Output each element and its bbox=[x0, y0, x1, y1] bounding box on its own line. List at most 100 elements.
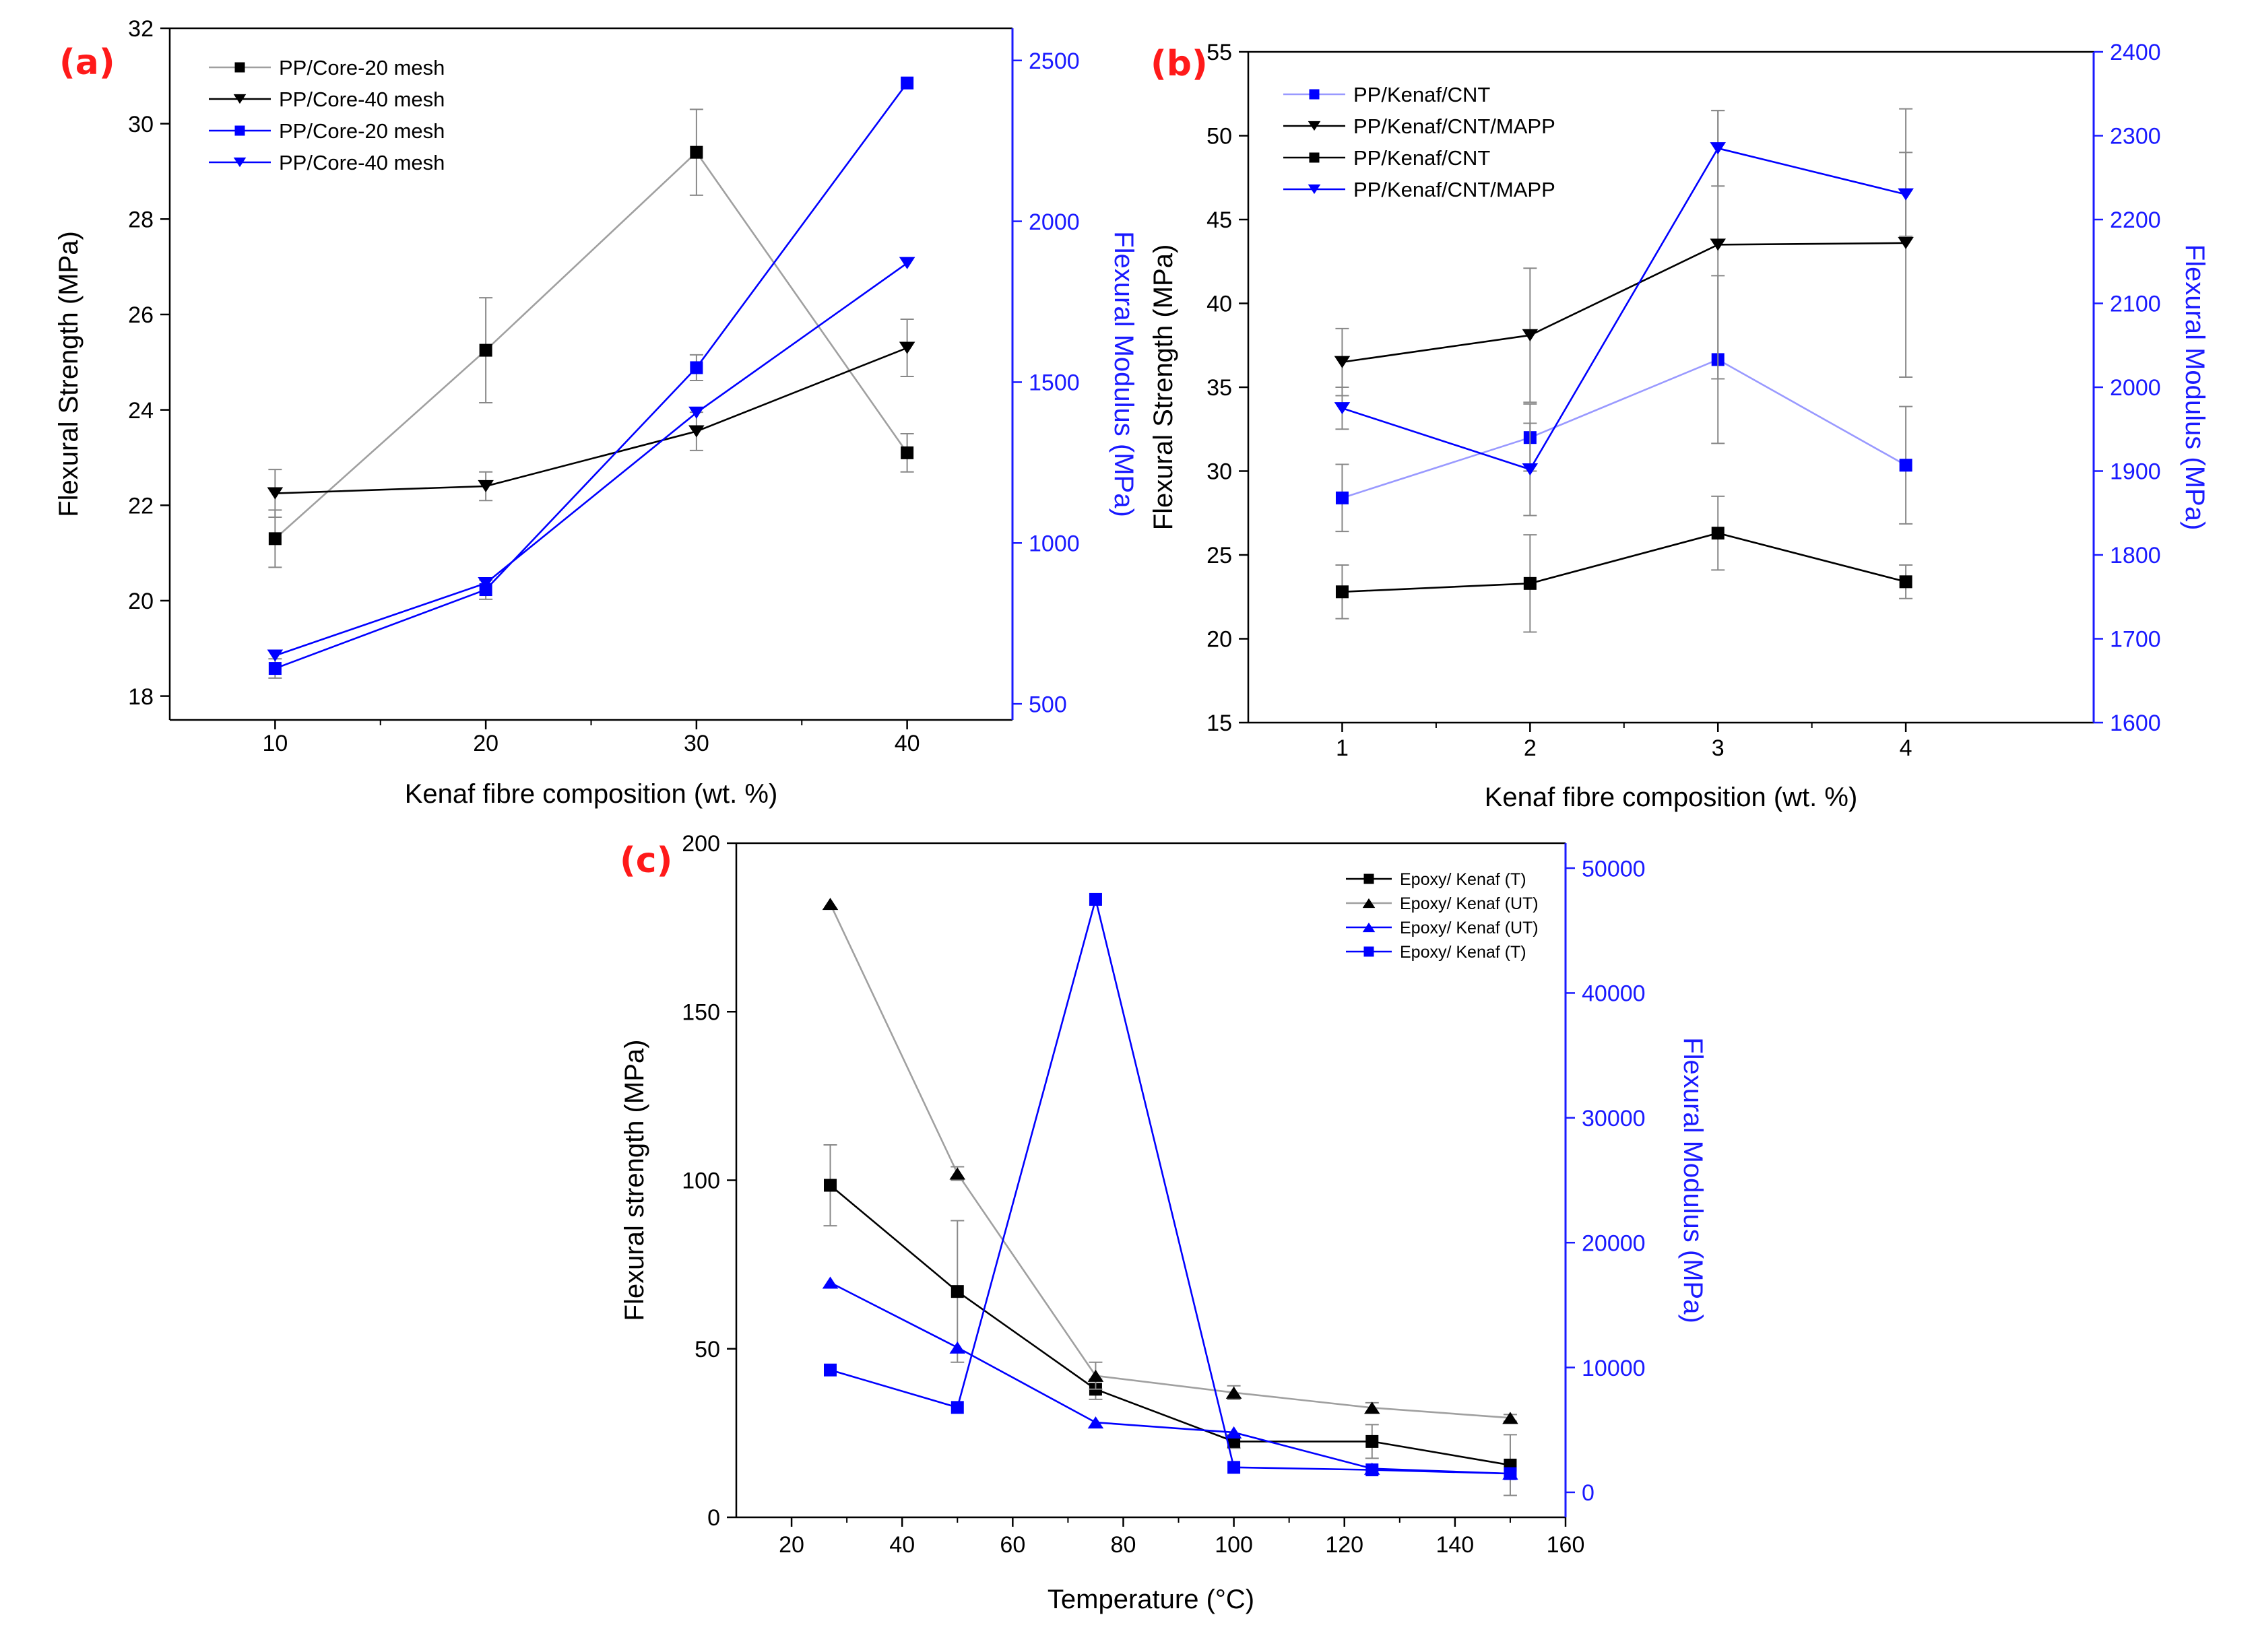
right-y-tick-label: 10000 bbox=[1582, 1356, 1646, 1381]
data-point bbox=[1087, 1416, 1104, 1429]
legend-marker bbox=[1309, 152, 1320, 163]
right-y-tick-label: 0 bbox=[1582, 1480, 1595, 1506]
x-axis-title: Kenaf fibre composition (wt. %) bbox=[405, 779, 778, 809]
data-point bbox=[899, 341, 915, 354]
series-2 bbox=[822, 898, 1518, 1424]
data-point bbox=[951, 1285, 964, 1298]
x-tick-label: 20 bbox=[779, 1532, 804, 1558]
data-point bbox=[688, 406, 705, 419]
data-point bbox=[949, 1341, 966, 1354]
legend-label: Epoxy/ Kenaf (UT) bbox=[1400, 919, 1539, 937]
left-y-tick-label: 28 bbox=[128, 207, 154, 233]
legend-label: Epoxy/ Kenaf (UT) bbox=[1400, 894, 1539, 913]
x-axis-title: Kenaf fibre composition (wt. %) bbox=[1485, 783, 1858, 812]
right-y-tick-label: 2200 bbox=[2110, 207, 2161, 233]
x-tick-label: 80 bbox=[1111, 1532, 1136, 1558]
data-point bbox=[478, 576, 494, 590]
right-y-tick-label: 1900 bbox=[2110, 459, 2161, 485]
series-1 bbox=[1335, 275, 1913, 533]
series-line bbox=[275, 347, 908, 494]
data-point bbox=[267, 649, 284, 662]
data-point bbox=[1898, 236, 1914, 249]
data-point bbox=[822, 898, 839, 911]
legend: PP/Core-20 mesh PP/Core-40 mesh PP/Core-20… bbox=[209, 56, 445, 174]
left-y-tick-label: 30 bbox=[1206, 459, 1232, 485]
panel-label: (c) bbox=[620, 840, 672, 881]
left-y-tick-label: 50 bbox=[1206, 124, 1232, 150]
legend-label: PP/Kenaf/CNT/MAPP bbox=[1353, 114, 1555, 138]
data-point bbox=[1225, 1426, 1242, 1439]
series-3 bbox=[1335, 495, 1913, 633]
series-1 bbox=[823, 1144, 1517, 1496]
legend-marker bbox=[1308, 184, 1321, 195]
data-point bbox=[267, 487, 284, 500]
left-y-tick-label: 25 bbox=[1206, 543, 1232, 568]
left-y-tick-label: 40 bbox=[1206, 292, 1232, 317]
chart-panel-3: 20 40 60 80 100 120 140 160 0 50 100 150 200 0 10000 20… bbox=[620, 831, 1708, 1614]
x-tick-label: 4 bbox=[1900, 735, 1912, 761]
left-y-axis-title: Flexural strength (MPa) bbox=[620, 1040, 649, 1321]
legend-label: PP/Kenaf/CNT bbox=[1353, 146, 1490, 170]
data-point bbox=[949, 1167, 966, 1180]
data-point bbox=[1899, 575, 1912, 589]
legend-marker bbox=[1363, 873, 1374, 884]
legend-marker bbox=[1362, 922, 1376, 933]
series-line bbox=[274, 82, 908, 669]
x-tick-label: 40 bbox=[895, 731, 920, 756]
x-tick-label: 10 bbox=[262, 731, 288, 756]
right-y-tick-label: 2000 bbox=[1029, 209, 1080, 235]
left-y-tick-label: 26 bbox=[128, 302, 154, 328]
right-y-tick-label: 40000 bbox=[1582, 981, 1646, 1007]
left-y-tick-label: 45 bbox=[1206, 207, 1232, 233]
data-point bbox=[899, 257, 915, 269]
series-4 bbox=[824, 892, 1517, 1480]
legend-label: PP/Core-40 mesh bbox=[279, 151, 445, 174]
data-point bbox=[1522, 463, 1539, 476]
data-point bbox=[1363, 1401, 1380, 1414]
right-y-tick-label: 2300 bbox=[2110, 124, 2161, 150]
right-y-tick-label: 500 bbox=[1029, 692, 1067, 717]
x-tick-label: 2 bbox=[1524, 735, 1537, 761]
x-tick-label: 60 bbox=[1000, 1532, 1025, 1558]
legend: Epoxy/ Kenaf (T) Epoxy/ Kenaf (UT) Epoxy/ … bbox=[1346, 870, 1539, 962]
right-y-tick-label: 1800 bbox=[2110, 543, 2161, 568]
data-point bbox=[1335, 491, 1349, 504]
data-point bbox=[1227, 1461, 1241, 1474]
right-y-axis-title: Flexural Modulus (MPa) bbox=[1678, 1037, 1708, 1323]
data-point bbox=[1710, 238, 1727, 251]
legend-marker bbox=[234, 125, 245, 136]
data-point bbox=[1334, 402, 1351, 415]
x-tick-label: 3 bbox=[1712, 735, 1725, 761]
series-line bbox=[830, 899, 1510, 1475]
data-point bbox=[901, 76, 914, 90]
data-point bbox=[1504, 1467, 1517, 1480]
legend-label: PP/Core-20 mesh bbox=[279, 56, 445, 79]
series-line bbox=[1342, 242, 1906, 363]
series-line bbox=[829, 1282, 1510, 1475]
series-line bbox=[274, 262, 908, 657]
legend-label: Epoxy/ Kenaf (T) bbox=[1400, 943, 1526, 962]
series-4 bbox=[1334, 110, 1914, 517]
data-point bbox=[479, 343, 492, 357]
left-y-tick-label: 100 bbox=[682, 1168, 720, 1194]
legend: PP/Kenaf/CNT PP/Kenaf/CNT/MAPP PP/Kenaf/CN… bbox=[1283, 83, 1555, 201]
right-y-axis-title: Flexural Modulus (MPa) bbox=[2180, 244, 2210, 531]
data-point bbox=[1334, 356, 1351, 368]
left-y-tick-label: 55 bbox=[1206, 40, 1232, 65]
series-line bbox=[829, 903, 1511, 1419]
data-point bbox=[268, 532, 282, 546]
data-point bbox=[1710, 142, 1727, 155]
legend-marker bbox=[234, 62, 245, 73]
right-y-tick-label: 1700 bbox=[2110, 627, 2161, 653]
data-point bbox=[1335, 585, 1349, 599]
left-y-tick-label: 22 bbox=[128, 494, 154, 519]
series-line bbox=[1342, 358, 1906, 499]
series-2 bbox=[267, 319, 915, 518]
data-point bbox=[1523, 576, 1537, 590]
series-line bbox=[274, 151, 908, 539]
data-point bbox=[822, 1276, 839, 1289]
data-point bbox=[1522, 329, 1539, 341]
data-point bbox=[1225, 1386, 1242, 1399]
legend-label: PP/Kenaf/CNT bbox=[1353, 83, 1490, 106]
left-y-tick-label: 200 bbox=[682, 831, 720, 857]
